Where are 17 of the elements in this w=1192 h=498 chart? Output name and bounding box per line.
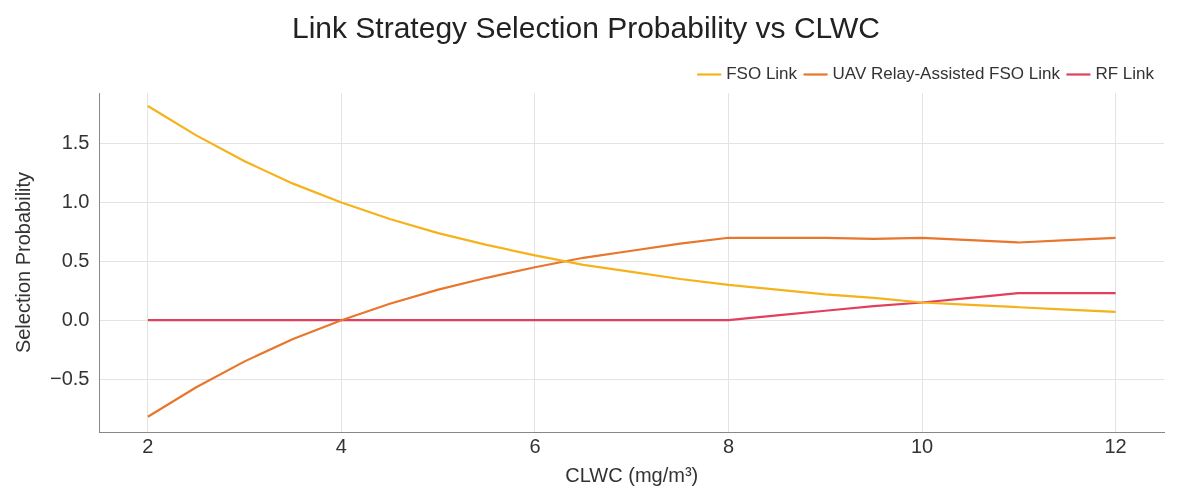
- x-tick-label: 10: [910, 434, 934, 457]
- y-tick-label: 0.0: [61, 307, 90, 330]
- x-tick-label: 8: [722, 434, 735, 457]
- y-tick-label: 0.5: [61, 248, 90, 271]
- legend-label: UAV Relay-Assisted FSO Link: [832, 64, 1061, 84]
- y-axis-title: Selection Probability: [11, 171, 34, 354]
- y-tick-label: −0.5: [50, 366, 90, 389]
- legend-label: RF Link: [1095, 64, 1155, 84]
- x-tick-label: 2: [142, 434, 154, 457]
- y-tick-label: 1.0: [61, 189, 90, 212]
- legend-label: FSO Link: [726, 64, 798, 84]
- x-tick-label: 12: [1104, 434, 1127, 457]
- y-tick-label: 1.5: [61, 131, 90, 154]
- x-tick-label: 6: [529, 434, 541, 457]
- x-axis-title: CLWC (mg/m³): [565, 463, 699, 486]
- chart-title: Link Strategy Selection Probability vs CLWC: [291, 11, 881, 45]
- x-tick-label: 4: [335, 434, 347, 457]
